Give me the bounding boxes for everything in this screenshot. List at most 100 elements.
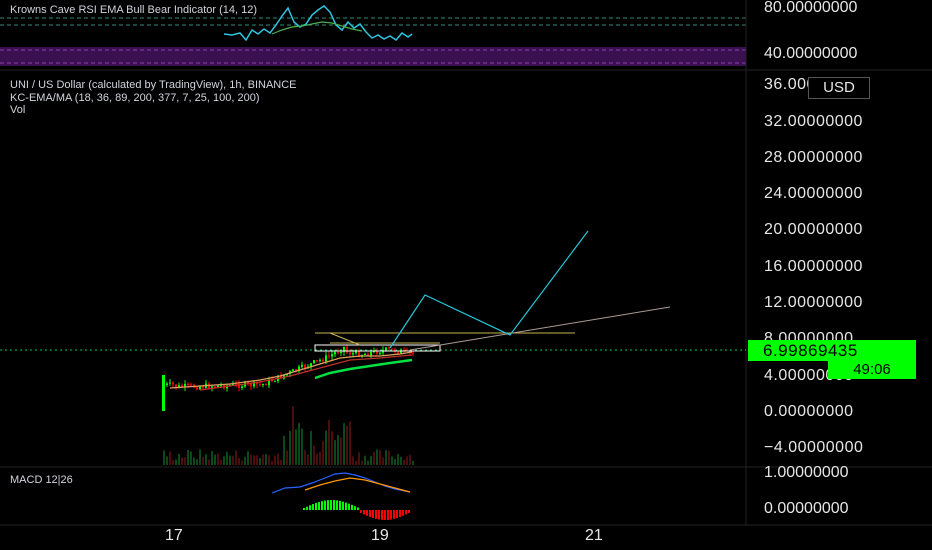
macd-histogram-bar — [402, 510, 404, 516]
volume-bar — [349, 421, 351, 465]
candle-body — [412, 352, 414, 354]
volume-bar — [268, 455, 270, 465]
volume-bar — [259, 458, 261, 465]
volume-bar — [244, 456, 246, 465]
symbol-title[interactable]: UNI / US Dollar (calculated by TradingVi… — [10, 79, 297, 91]
volume-bar — [409, 454, 411, 465]
volume-bar — [364, 455, 366, 465]
macd-histogram-bar — [354, 506, 356, 510]
macd-histogram-bar — [348, 503, 350, 510]
candle-body — [232, 383, 234, 386]
macd-histogram-bar — [399, 510, 401, 517]
rsi-line — [223, 5, 413, 42]
macd-histogram-bar — [309, 505, 311, 510]
volume-bar — [289, 430, 291, 465]
candle-body — [253, 381, 255, 387]
volume-bar — [286, 450, 288, 465]
macd-histogram-bar — [393, 510, 395, 519]
candle-body — [265, 383, 267, 386]
macd-histogram-bar — [315, 502, 317, 510]
macd-histogram-bar — [318, 501, 320, 510]
candle-body — [349, 352, 351, 355]
candle-body — [238, 383, 240, 388]
candle-body — [352, 353, 354, 355]
rsi-indicator-title[interactable]: Krowns Cave RSI EMA Bull Bear Indicator … — [10, 4, 257, 16]
candle-body — [292, 369, 294, 372]
volume-bar — [262, 454, 264, 465]
volume-bar — [217, 453, 219, 465]
candle-body — [358, 351, 360, 357]
macd-histogram-bar — [405, 510, 407, 515]
candle-body — [241, 386, 243, 388]
candle-body — [220, 385, 222, 387]
volume-bar — [322, 441, 324, 465]
candle-body — [211, 386, 213, 389]
candle-body — [184, 384, 186, 388]
volume-bar — [301, 428, 303, 465]
volume-bar — [298, 423, 300, 465]
volume-bar — [196, 459, 198, 465]
macd-signal-line — [304, 477, 411, 493]
volume-bar — [193, 457, 195, 465]
volume-bar — [208, 459, 210, 465]
volume-bar — [391, 456, 393, 465]
volume-bar — [382, 457, 384, 465]
kc-indicator-legend[interactable]: KC-EMA/MA (18, 36, 89, 200, 377, 7, 25, … — [10, 92, 260, 104]
macd-histogram-bar — [357, 507, 359, 510]
volume-bar — [355, 460, 357, 465]
candle-body — [379, 352, 381, 354]
volume-bar — [352, 456, 354, 465]
candlesticks — [162, 344, 414, 411]
volume-bar — [343, 423, 345, 465]
volume-bar — [400, 456, 402, 465]
volume-bar — [304, 449, 306, 465]
candle-body — [370, 352, 372, 357]
volume-bar — [334, 440, 336, 465]
volume-bar — [199, 449, 201, 465]
macd-histogram-bar — [360, 510, 362, 513]
candle-body — [247, 382, 249, 384]
volume-bar — [205, 454, 207, 465]
macd-title[interactable]: MACD 12|26 — [10, 474, 73, 486]
volume-bar — [379, 449, 381, 465]
candle-body — [235, 383, 237, 385]
candle-body — [364, 353, 366, 356]
volume-bar — [274, 455, 276, 465]
time-axis-label: 19 — [371, 527, 389, 544]
candle-body — [271, 379, 273, 382]
candle-body — [403, 349, 405, 351]
volume-bar — [367, 460, 369, 465]
candle-body — [343, 346, 345, 352]
volume-bar — [337, 435, 339, 465]
volume-bar — [256, 455, 258, 465]
bar-countdown: 49:06 — [828, 361, 916, 379]
kc-lower-band — [314, 358, 413, 380]
volume-bar — [319, 451, 321, 465]
macd-axis-label: 1.00000000 — [764, 464, 849, 481]
candle-body — [280, 375, 282, 379]
candle-body — [217, 385, 219, 387]
candle-body — [310, 363, 312, 367]
currency-selector[interactable]: USD — [808, 77, 870, 99]
macd-axis-label: 0.00000000 — [764, 500, 849, 517]
volume-bar — [310, 431, 312, 465]
volume-bar — [265, 453, 267, 465]
candle-body — [274, 381, 276, 383]
resistance-diagonal — [329, 332, 361, 346]
candle-body — [262, 383, 264, 385]
volume-bar — [232, 455, 234, 465]
volume-bar — [175, 459, 177, 465]
candle-body — [322, 359, 324, 362]
candle-body — [166, 383, 168, 385]
macd-histogram-bar — [312, 504, 314, 510]
volume-bar — [184, 457, 186, 465]
volume-bar — [376, 449, 378, 465]
candle-body — [337, 352, 339, 354]
volume-bar — [169, 451, 171, 465]
candle-body — [367, 353, 369, 357]
candle-body — [172, 382, 174, 385]
candle-body — [304, 364, 306, 368]
volume-legend[interactable]: Vol — [10, 104, 26, 116]
candle-body — [298, 366, 300, 372]
